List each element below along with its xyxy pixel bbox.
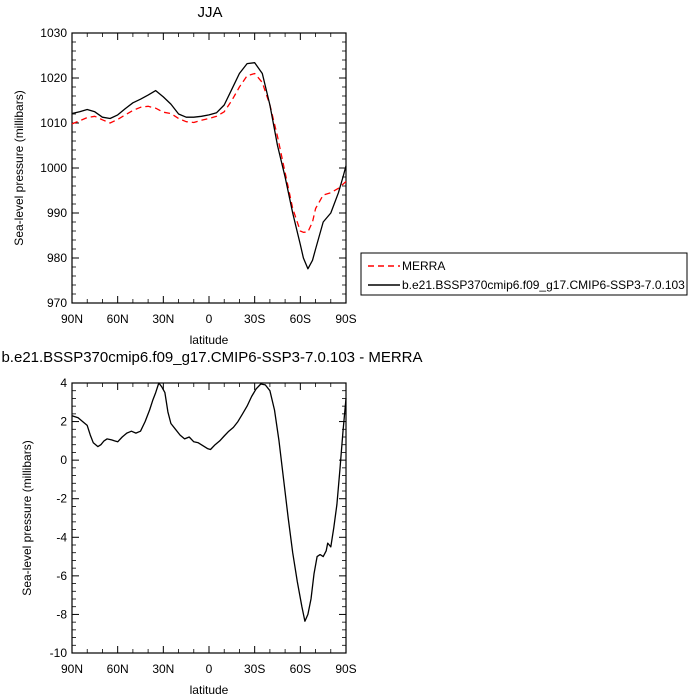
- top-xtick-label: 30N: [152, 312, 174, 326]
- bottom-xtick-label: 30N: [152, 662, 174, 676]
- legend-box: [360, 252, 688, 296]
- top-series: [71, 62, 347, 270]
- bottom-xtick-label: 30S: [244, 662, 265, 676]
- top-xtick-label: 60S: [290, 312, 311, 326]
- top-y-axis-label: Sea-level pressure (millibars): [12, 90, 26, 245]
- bottom-x-axis-label: latitude: [190, 683, 229, 697]
- top-xtick-label: 90N: [61, 312, 83, 326]
- legend-label-merra: MERRA: [402, 259, 445, 273]
- top-ytick-label: 1000: [40, 161, 67, 175]
- top-ytick-label: 980: [47, 251, 67, 265]
- legend-label-model: b.e21.BSSP370cmip6.f09_g17.CMIP6-SSP3-7.…: [402, 278, 685, 292]
- top-ytick-label: 1020: [40, 71, 67, 85]
- top-ytick-label: 1010: [40, 116, 67, 130]
- bottom-ytick-label: 4: [60, 376, 67, 390]
- top-x-axis-label: latitude: [190, 333, 229, 347]
- top-xtick-label: 0: [206, 312, 213, 326]
- top-y-ticks: 970 980 990 1000 1010 1020 1030: [40, 26, 346, 310]
- top-ytick-label: 970: [47, 296, 67, 310]
- bottom-ytick-label: -4: [56, 530, 67, 544]
- bottom-ytick-label: 0: [60, 453, 67, 467]
- top-series-line-1: [71, 62, 347, 270]
- bottom-y-ticks: -10 -8 -6 -4 -2 0 2 4: [50, 376, 346, 660]
- bottom-panel: b.e21.BSSP370cmip6.f09_g17.CMIP6-SSP3-7.…: [1, 349, 422, 697]
- bottom-ytick-label: -2: [56, 492, 67, 506]
- bottom-xtick-label: 90S: [335, 662, 356, 676]
- bottom-series-line-0: [71, 382, 347, 622]
- bottom-xtick-label: 60S: [290, 662, 311, 676]
- bottom-xtick-label: 0: [206, 662, 213, 676]
- top-title: JJA: [197, 4, 222, 21]
- top-ytick-label: 990: [47, 206, 67, 220]
- bottom-x-ticks: 90N 60N 30N 0 30S 60S 90S: [61, 383, 357, 676]
- top-xtick-label: 60N: [107, 312, 129, 326]
- bottom-xtick-label: 60N: [107, 662, 129, 676]
- bottom-xtick-label: 90N: [61, 662, 83, 676]
- top-panel: JJA 970 980 990 1000 1010 1020 1030 90N 60N 30N 0…: [12, 4, 357, 347]
- top-x-ticks: 90N 60N 30N 0 30S 60S 90S: [61, 33, 357, 326]
- bottom-series: [71, 382, 347, 622]
- top-xtick-label: 30S: [244, 312, 265, 326]
- bottom-y-axis-label: Sea-level pressure (millibars): [20, 440, 34, 595]
- legend: MERRA b.e21.BSSP370cmip6.f09_g17.CMIP6-S…: [360, 252, 688, 296]
- bottom-ytick-label: -10: [50, 646, 68, 660]
- top-ytick-label: 1030: [40, 26, 67, 40]
- bottom-ytick-label: -6: [56, 569, 67, 583]
- bottom-title: b.e21.BSSP370cmip6.f09_g17.CMIP6-SSP3-7.…: [1, 349, 422, 366]
- top-series-line-0: [71, 72, 347, 233]
- top-xtick-label: 90S: [335, 312, 356, 326]
- bottom-ytick-label: 2: [60, 415, 67, 429]
- bottom-plot-frame: [71, 382, 347, 654]
- bottom-ytick-label: -8: [56, 607, 67, 621]
